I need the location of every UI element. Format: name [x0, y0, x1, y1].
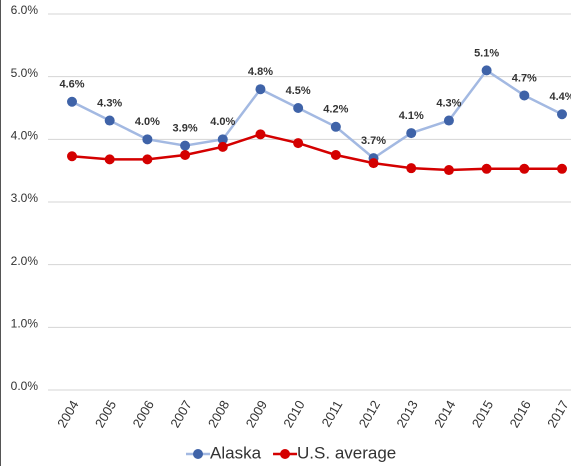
legend-label: U.S. average: [297, 443, 396, 462]
x-tick-label: 2004: [54, 398, 81, 431]
legend-marker: [280, 449, 291, 459]
data-point: [142, 134, 153, 145]
x-tick-label: 2011: [318, 398, 345, 430]
legend-marker: [193, 449, 203, 459]
data-label: 4.3%: [97, 97, 122, 109]
x-tick-label: 2005: [92, 398, 119, 431]
data-point: [519, 163, 530, 174]
y-tick-label: 4.0%: [11, 129, 39, 143]
data-point: [67, 96, 77, 107]
series-line: [71, 133, 562, 172]
data-point: [443, 165, 454, 176]
x-tick-label: 2008: [205, 398, 232, 431]
data-point: [180, 150, 191, 160]
data-point: [293, 103, 304, 113]
x-tick-label: 2006: [130, 398, 157, 431]
data-label: 4.6%: [59, 79, 84, 91]
data-point: [217, 134, 228, 145]
x-tick-label: 2015: [469, 398, 496, 431]
data-label: 4.0%: [135, 116, 160, 128]
data-point: [217, 141, 228, 152]
data-point: [330, 121, 341, 132]
x-tick-label: 2012: [356, 398, 383, 431]
data-point: [255, 84, 266, 95]
data-point: [142, 154, 153, 165]
x-tick-label: 2017: [544, 398, 571, 431]
data-point: [67, 151, 77, 162]
x-tick-label: 2014: [431, 398, 458, 431]
legend-label: Alaska: [210, 443, 262, 462]
data-point: [519, 90, 530, 101]
x-tick-label: 2016: [506, 398, 533, 431]
y-tick-label: 6.0%: [11, 3, 39, 17]
x-tick-label: 2013: [393, 398, 420, 431]
y-tick-label: 5.0%: [11, 66, 39, 80]
data-point: [104, 115, 115, 126]
data-point: [368, 158, 379, 169]
data-label: 4.4%: [549, 91, 571, 103]
data-point: [557, 109, 567, 120]
data-point: [443, 115, 454, 126]
data-label: 4.1%: [399, 110, 424, 122]
x-tick-label: 2010: [280, 398, 307, 431]
data-point: [481, 65, 492, 76]
y-tick-label: 0.0%: [11, 379, 39, 393]
data-point: [481, 163, 492, 174]
data-label: 4.2%: [323, 104, 348, 116]
y-tick-label: 1.0%: [11, 317, 39, 331]
data-point: [406, 163, 417, 174]
data-label: 4.5%: [286, 85, 311, 97]
data-point: [293, 138, 304, 149]
data-label: 3.7%: [361, 135, 386, 147]
data-label: 5.1%: [474, 47, 499, 59]
x-tick-label: 2009: [243, 398, 270, 431]
data-label: 4.3%: [436, 97, 461, 109]
data-label: 4.7%: [512, 72, 537, 84]
data-label: 4.8%: [248, 66, 273, 78]
y-tick-label: 3.0%: [11, 191, 39, 205]
data-label: 4.0%: [210, 116, 235, 128]
series-line: [71, 68, 563, 160]
y-tick-label: 2.0%: [11, 254, 39, 268]
data-point: [557, 163, 567, 174]
data-point: [330, 150, 341, 160]
data-point: [104, 154, 115, 165]
data-point: [255, 129, 266, 140]
x-tick-label: 2007: [167, 398, 194, 431]
data-label: 3.9%: [173, 123, 198, 135]
data-point: [406, 128, 417, 139]
data-point: [180, 140, 191, 151]
